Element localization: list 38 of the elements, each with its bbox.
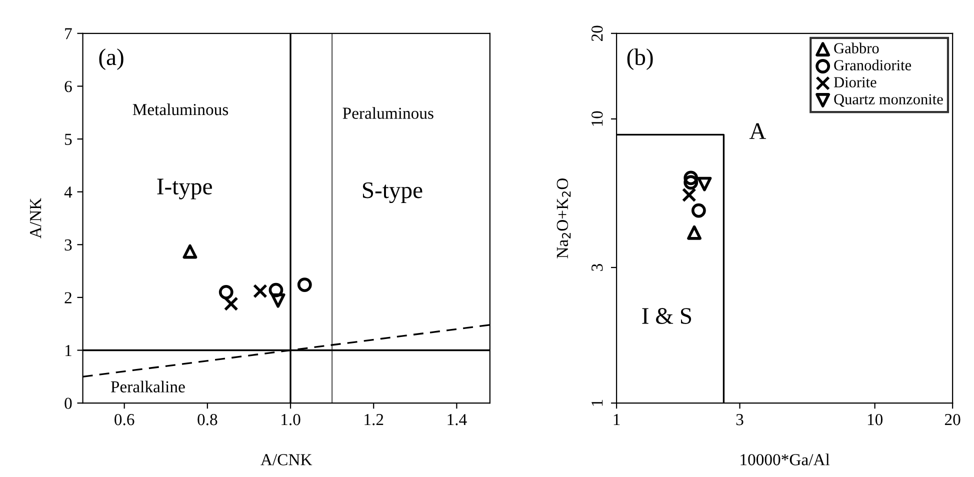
y-tick-label: 0 xyxy=(64,398,72,410)
y-tick-label: 4 xyxy=(64,186,72,198)
x-tick-label: 1.4 xyxy=(448,414,467,426)
y-tick-label: 1 xyxy=(66,345,72,356)
x-tick-label: 3 xyxy=(736,414,744,426)
y-tick-label: 1 xyxy=(592,400,603,406)
y-axis-title: Na$_{2}$O+K$_{2}$O xyxy=(556,178,571,258)
x-tick-label: 0.6 xyxy=(114,414,134,426)
y-tick-label: 2 xyxy=(64,292,72,304)
x-axis-title: A/CNK xyxy=(260,454,312,466)
annotation: (a) xyxy=(99,48,124,70)
annotation: I & S xyxy=(642,308,692,324)
x-tick-label: 0.8 xyxy=(198,414,218,426)
legend-label: Quartz monzonite xyxy=(834,94,943,107)
x-tick-label: 20 xyxy=(944,414,960,426)
y-tick-label: 10 xyxy=(591,111,603,126)
annotation: A xyxy=(749,123,766,139)
legend-label: Granodiorite xyxy=(834,60,912,70)
legend-label: Diorite xyxy=(834,77,876,88)
x-tick-label: 1.2 xyxy=(364,414,384,426)
x-axis-title: 10000*Ga/Al xyxy=(740,454,830,466)
annotation: Peraluminous xyxy=(342,107,434,119)
annotation: Metaluminous xyxy=(132,103,228,116)
x-tick-label: 10 xyxy=(868,414,883,426)
y-axis-title: A/NK xyxy=(30,198,42,238)
x-tick-label: 1 xyxy=(614,414,620,426)
y-tick-label: 20 xyxy=(591,26,603,41)
annotation: I-type xyxy=(157,178,212,200)
y-tick-label: 6 xyxy=(64,80,72,92)
annotation: (b) xyxy=(627,48,653,70)
x-tick-label: 1.0 xyxy=(282,414,300,426)
y-tick-label: 3 xyxy=(592,264,603,271)
y-tick-label: 5 xyxy=(65,134,72,145)
legend-label: Gabbro xyxy=(834,42,879,54)
annotation: S-type xyxy=(362,182,422,204)
y-tick-label: 7 xyxy=(65,28,72,40)
y-tick-label: 3 xyxy=(64,239,72,251)
annotation: Peralkaline xyxy=(110,380,185,392)
